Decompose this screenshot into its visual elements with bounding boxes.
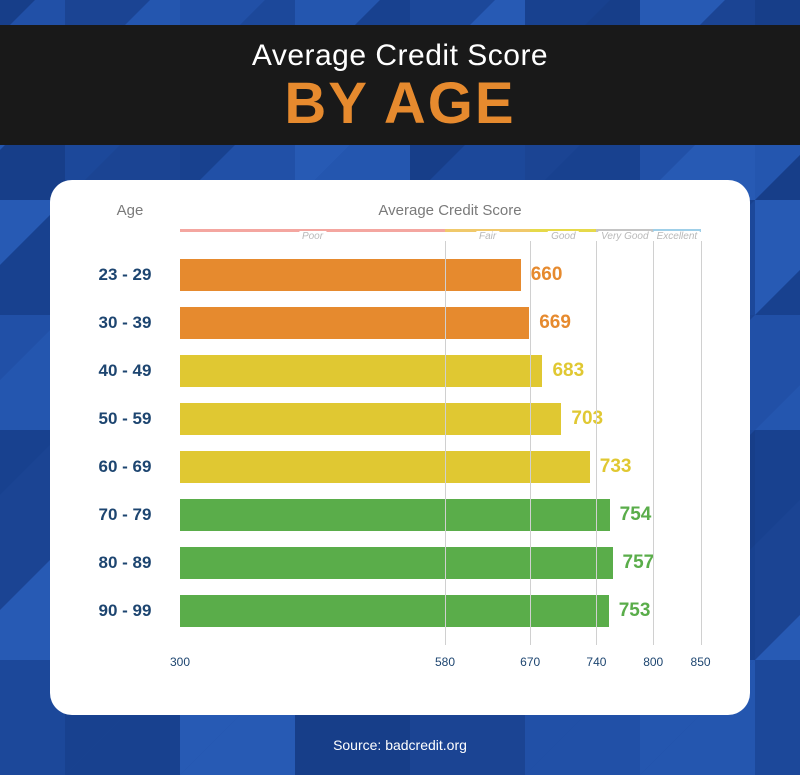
chart-area: 23 - 29 660 30 - 39 669 40 - 49 683 50 - 59 703… — [80, 229, 720, 669]
bar-value: 703 — [571, 403, 603, 435]
source-line: Source: badcredit.org — [0, 737, 800, 753]
header-score: Average Credit Score — [180, 202, 720, 219]
bar-value: 753 — [619, 595, 651, 627]
bar-value: 669 — [539, 307, 571, 339]
range-label: Excellent — [654, 231, 701, 242]
range-label: Good — [548, 231, 578, 242]
x-tick: 740 — [586, 655, 606, 669]
bar: 669 — [180, 307, 529, 339]
bar: 733 — [180, 451, 590, 483]
x-tick: 800 — [643, 655, 663, 669]
x-tick: 300 — [170, 655, 190, 669]
x-axis: 300580670740800850 — [180, 645, 710, 669]
bar-age-label: 50 - 59 — [80, 401, 170, 437]
title-band: Average Credit Score BY AGE — [0, 25, 800, 145]
bar: 754 — [180, 499, 610, 531]
bar-age-label: 30 - 39 — [80, 305, 170, 341]
x-tick: 670 — [520, 655, 540, 669]
source-prefix: Source: — [333, 737, 385, 753]
grid-line — [653, 241, 654, 645]
range-label: Fair — [476, 231, 499, 242]
range-label: Poor — [299, 231, 326, 242]
grid-line — [701, 241, 702, 645]
bar-value: 660 — [531, 259, 563, 291]
grid-line — [596, 241, 597, 645]
bar: 703 — [180, 403, 561, 435]
x-tick: 580 — [435, 655, 455, 669]
bar: 753 — [180, 595, 609, 627]
bar: 757 — [180, 547, 613, 579]
source-text: badcredit.org — [385, 737, 467, 753]
bar-value: 683 — [552, 355, 584, 387]
title-line1: Average Credit Score — [0, 39, 800, 73]
bar: 660 — [180, 259, 521, 291]
title-line2: BY AGE — [0, 75, 800, 133]
bar: 683 — [180, 355, 542, 387]
x-tick: 850 — [691, 655, 711, 669]
header-age: Age — [80, 202, 180, 219]
bar-age-label: 23 - 29 — [80, 257, 170, 293]
bar-age-label: 70 - 79 — [80, 497, 170, 533]
grid-line — [530, 241, 531, 645]
grid-line — [445, 241, 446, 645]
bar-age-label: 60 - 69 — [80, 449, 170, 485]
chart-card: Age Average Credit Score 23 - 29 660 30 - … — [50, 180, 750, 715]
bar-age-label: 90 - 99 — [80, 593, 170, 629]
plot: 23 - 2966030 - 3966940 - 4968350 - 59703… — [180, 229, 710, 645]
bar-age-label: 80 - 89 — [80, 545, 170, 581]
bar-value: 757 — [623, 547, 655, 579]
bar-value: 754 — [620, 499, 652, 531]
column-headers: Age Average Credit Score — [80, 202, 720, 219]
range-label: Very Good — [598, 231, 651, 242]
bar-value: 733 — [600, 451, 632, 483]
bar-age-label: 40 - 49 — [80, 353, 170, 389]
